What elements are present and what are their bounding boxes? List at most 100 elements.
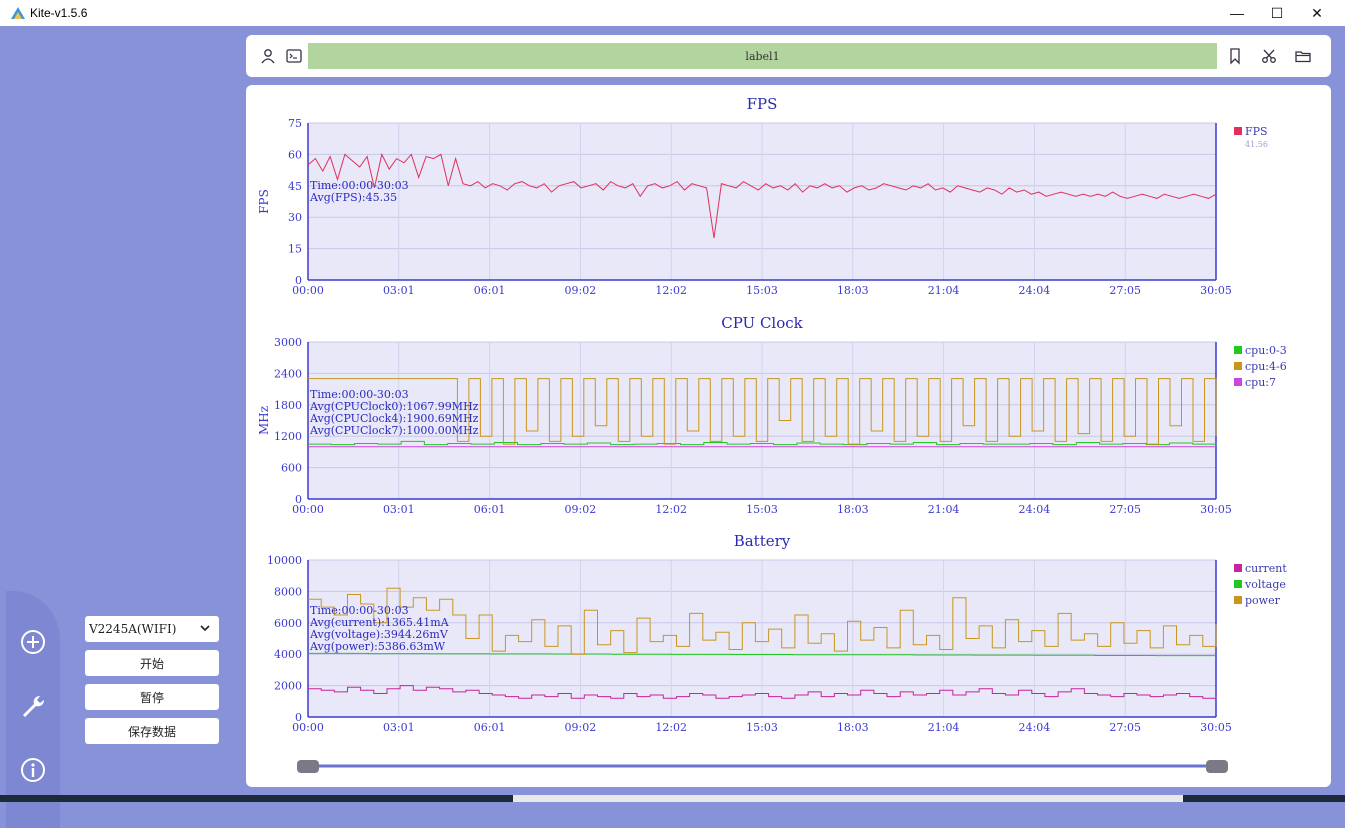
fps-xtick-label: 03:01 <box>383 284 415 297</box>
legend-swatch-cpu-7 <box>1234 378 1242 386</box>
battery-ytick-label: 8000 <box>274 585 302 598</box>
cpu-clock-xtick-label: 27:05 <box>1109 503 1141 516</box>
cpu-clock-series-cpu-0-3 <box>308 440 1217 446</box>
legend-label-cpu-0-3: cpu:0-3 <box>1245 344 1287 357</box>
fps-ytick-label: 75 <box>288 117 302 130</box>
fps-ytick-label: 30 <box>288 211 302 224</box>
fps-xtick-label: 21:04 <box>928 284 960 297</box>
wrench-icon[interactable] <box>20 693 46 719</box>
cpu-clock-ytick-label: 0 <box>295 493 302 506</box>
cpu-clock-xtick-label: 30:05 <box>1200 503 1232 516</box>
cpu-clock-ytick-label: 600 <box>281 462 302 475</box>
fps-ytick-label: 15 <box>288 243 302 256</box>
legend-swatch-fps <box>1234 127 1242 135</box>
bookmark-icon[interactable] <box>1226 47 1244 65</box>
legend-label-fps: FPS <box>1245 125 1268 138</box>
legend-label-cpu-7: cpu:7 <box>1245 376 1276 389</box>
battery-xtick-label: 21:04 <box>928 721 960 734</box>
fps-xtick-label: 30:05 <box>1200 284 1232 297</box>
cpu-clock-annotation: Avg(CPUClock4):1900.69MHz <box>309 412 479 425</box>
battery-series-voltage <box>308 652 1217 657</box>
info-icon[interactable] <box>20 757 46 783</box>
fps-xtick-label: 09:02 <box>565 284 597 297</box>
cpu-clock-ytick-label: 1800 <box>274 399 302 412</box>
charts-panel: FPS 0 15 30 45 60 75 00:00 03:01 06:01 09:02 12:02 1… <box>246 85 1331 787</box>
taskbar-strip <box>513 795 1183 802</box>
fps-xtick-label: 00:00 <box>292 284 324 297</box>
battery-xtick-label: 00:00 <box>292 721 324 734</box>
fps-xtick-label: 15:03 <box>746 284 778 297</box>
legend-swatch-voltage <box>1234 580 1242 588</box>
sidebar: V2245A(WIFI) 开始 暂停 保存数据 <box>6 26 246 828</box>
window-title: Kite-v1.5.6 <box>30 6 88 20</box>
battery-ytick-label: 10000 <box>267 554 302 567</box>
fps-xtick-label: 18:03 <box>837 284 869 297</box>
cpu-clock-xtick-label: 09:02 <box>565 503 597 516</box>
fps-xtick-label: 12:02 <box>655 284 687 297</box>
cpu-clock-ytick-label: 2400 <box>274 367 302 380</box>
device-select[interactable]: V2245A(WIFI) <box>85 616 219 642</box>
battery-xtick-label: 06:01 <box>474 721 506 734</box>
range-slider-right-handle[interactable] <box>1206 760 1228 773</box>
cpu-clock-annotation: Time:00:00-30:03 <box>310 388 409 401</box>
cpu-clock-ytick-label: 1200 <box>274 430 302 443</box>
terminal-icon[interactable] <box>285 47 303 65</box>
battery-chart-title: Battery <box>734 532 791 550</box>
cpu-clock-annotation: Avg(CPUClock0):1067.99MHz <box>309 400 479 413</box>
cpu-clock-xtick-label: 21:04 <box>928 503 960 516</box>
cpu-clock-ylabel: MHz <box>257 406 271 435</box>
range-slider-left-handle[interactable] <box>297 760 319 773</box>
cpu-clock-ytick-label: 3000 <box>274 336 302 349</box>
battery-series-power <box>308 587 1217 655</box>
battery-xtick-label: 30:05 <box>1200 721 1232 734</box>
cpu-clock-xtick-label: 03:01 <box>383 503 415 516</box>
battery-xtick-label: 18:03 <box>837 721 869 734</box>
battery-series-current <box>308 685 1217 699</box>
add-icon[interactable] <box>20 629 46 655</box>
battery-annotation: Avg(voltage):3944.26mV <box>309 628 449 641</box>
minimize-button[interactable]: — <box>1230 5 1244 21</box>
battery-ytick-label: 2000 <box>274 680 302 693</box>
taskbar-left <box>0 795 513 802</box>
battery-annotation: Avg(power):5386.63mW <box>309 640 446 653</box>
maximize-button[interactable]: ☐ <box>1270 4 1284 21</box>
cpu-clock-xtick-label: 15:03 <box>746 503 778 516</box>
fps-ytick-label: 0 <box>295 274 302 287</box>
battery-annotation: Time:00:00-30:03 <box>310 604 409 617</box>
pause-button[interactable]: 暂停 <box>85 684 219 710</box>
legend-label-power: power <box>1245 594 1281 607</box>
legend-label-current: current <box>1245 562 1287 575</box>
fps-ytick-label: 45 <box>288 180 302 193</box>
fps-xtick-label: 24:04 <box>1019 284 1051 297</box>
cpu-clock-annotation: Avg(CPUClock7):1000.00MHz <box>309 424 479 437</box>
icon-rail <box>6 591 60 828</box>
battery-xtick-label: 15:03 <box>746 721 778 734</box>
battery-xtick-label: 24:04 <box>1019 721 1051 734</box>
legend-swatch-cpu-0-3 <box>1234 346 1242 354</box>
legend-swatch-current <box>1234 564 1242 572</box>
scissors-icon[interactable] <box>1260 47 1278 65</box>
label-bar: label1 <box>308 43 1217 69</box>
fps-series-fps <box>307 152 1217 239</box>
top-toolbar: label1 <box>246 35 1331 77</box>
fps-chart-title: FPS <box>747 95 778 113</box>
legend-swatch-cpu-4-6 <box>1234 362 1242 370</box>
start-button[interactable]: 开始 <box>85 650 219 676</box>
device-select-value: V2245A(WIFI) <box>89 622 177 636</box>
cpu-clock-xtick-label: 00:00 <box>292 503 324 516</box>
fps-ylabel: FPS <box>257 189 271 214</box>
user-icon[interactable] <box>259 47 277 65</box>
cpu-clock-xtick-label: 24:04 <box>1019 503 1051 516</box>
save-data-button[interactable]: 保存数据 <box>85 718 219 744</box>
battery-xtick-label: 12:02 <box>655 721 687 734</box>
folder-open-icon[interactable] <box>1294 47 1312 65</box>
legend-swatch-power <box>1234 596 1242 604</box>
fps-annotation: Avg(FPS):45.35 <box>309 191 397 204</box>
chevron-down-icon <box>200 625 210 632</box>
fps-xtick-label: 06:01 <box>474 284 506 297</box>
close-button[interactable]: ✕ <box>1311 4 1323 21</box>
battery-ytick-label: 6000 <box>274 617 302 630</box>
cpu-clock-chart-title: CPU Clock <box>721 314 803 332</box>
fps-ytick-label: 60 <box>288 148 302 161</box>
cpu-clock-xtick-label: 06:01 <box>474 503 506 516</box>
